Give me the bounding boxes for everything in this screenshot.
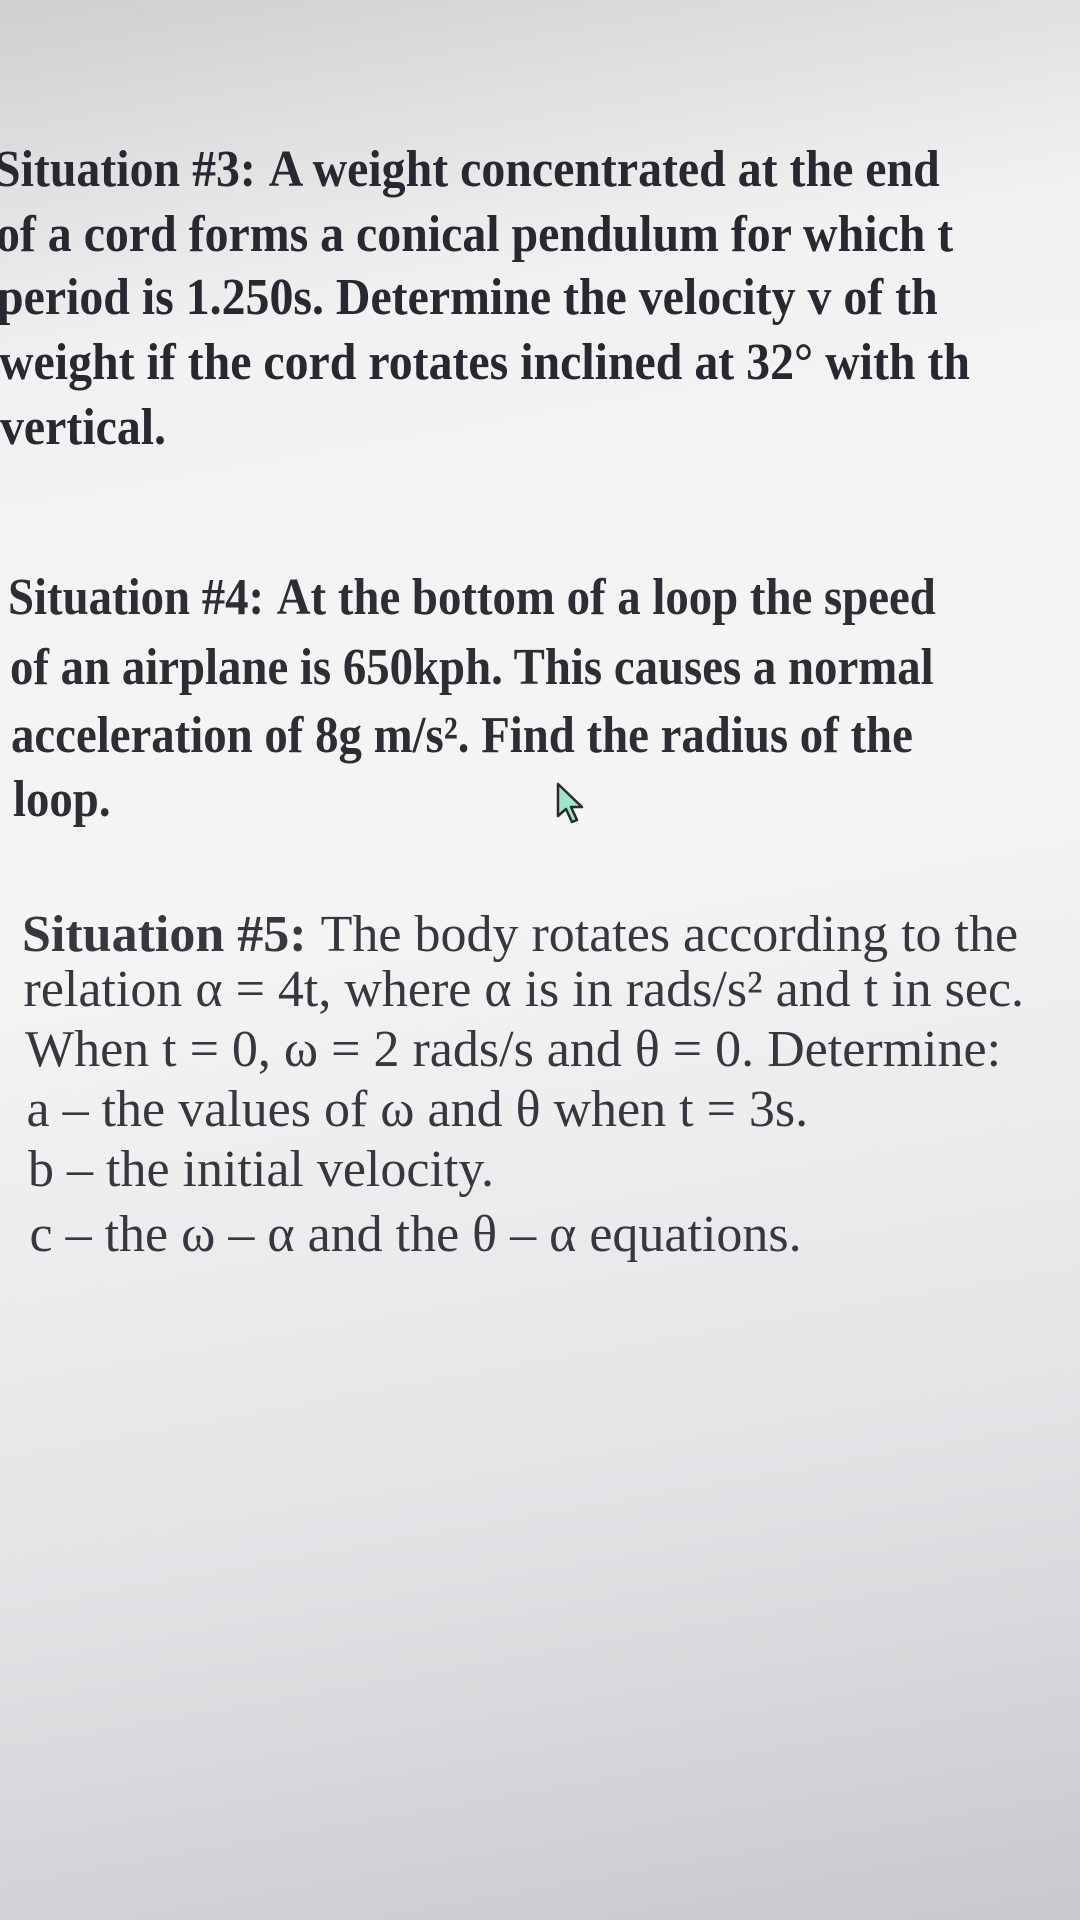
situation-text: c – the ω – α and the θ – α equations. — [29, 1206, 802, 1263]
situation-text: weight if the cord rotates inclined at 3… — [0, 334, 970, 391]
text-line: of an airplane is 650kph. This causes a … — [10, 638, 934, 698]
text-line: acceleration of 8g m/s². Find the radius… — [11, 706, 913, 766]
text-line: Situation #4: At the bottom of a loop the… — [8, 568, 936, 628]
situation-text: At the bottom of a loop the speed — [276, 569, 936, 626]
situation-text: The body rotates according to the — [320, 906, 1019, 963]
text-line: of a cord forms a conical pendulum for w… — [0, 205, 953, 265]
situation-text: of an airplane is 650kph. This causes a … — [9, 639, 934, 696]
situation-text: acceleration of 8g m/s². Find the radius… — [11, 707, 913, 764]
text-line: Situation #5: The body rotates according … — [22, 905, 1018, 965]
situation-label: Situation #3: — [0, 141, 256, 198]
situation-text: loop. — [12, 771, 111, 828]
text-line: weight if the cord rotates inclined at 3… — [0, 333, 969, 393]
situation-text: When t = 0, ω = 2 rads/s and θ = 0. Dete… — [25, 1021, 1002, 1078]
text-line: period is 1.250s. Determine the velocity… — [0, 268, 938, 328]
text-line: Situation #3: A weight concentrated at th… — [0, 140, 940, 200]
situation-text: of a cord forms a conical pendulum for w… — [0, 206, 953, 263]
situation-text: period is 1.250s. Determine the velocity… — [0, 269, 938, 326]
situation-text: b – the initial velocity. — [28, 1141, 494, 1198]
text-line: vertical. — [0, 398, 166, 458]
situation-text: relation α = 4t, where α is in rads/s² a… — [23, 961, 1025, 1018]
situation-label: Situation #4: — [8, 569, 265, 626]
text-line: a – the values of ω and θ when t = 3s. — [27, 1080, 809, 1140]
situation-text: vertical. — [0, 399, 167, 456]
text-line: relation α = 4t, where α is in rads/s² a… — [24, 960, 1025, 1020]
situation-text: a – the values of ω and θ when t = 3s. — [26, 1081, 809, 1138]
text-line: When t = 0, ω = 2 rads/s and θ = 0. Dete… — [25, 1020, 1001, 1080]
mouse-cursor — [556, 782, 584, 824]
text-line: loop. — [13, 770, 111, 830]
text-line: b – the initial velocity. — [28, 1140, 494, 1200]
situation-label: Situation #5: — [22, 906, 307, 963]
text-line: c – the ω – α and the θ – α equations. — [30, 1205, 802, 1265]
situation-text: A weight concentrated at the end — [268, 141, 940, 198]
